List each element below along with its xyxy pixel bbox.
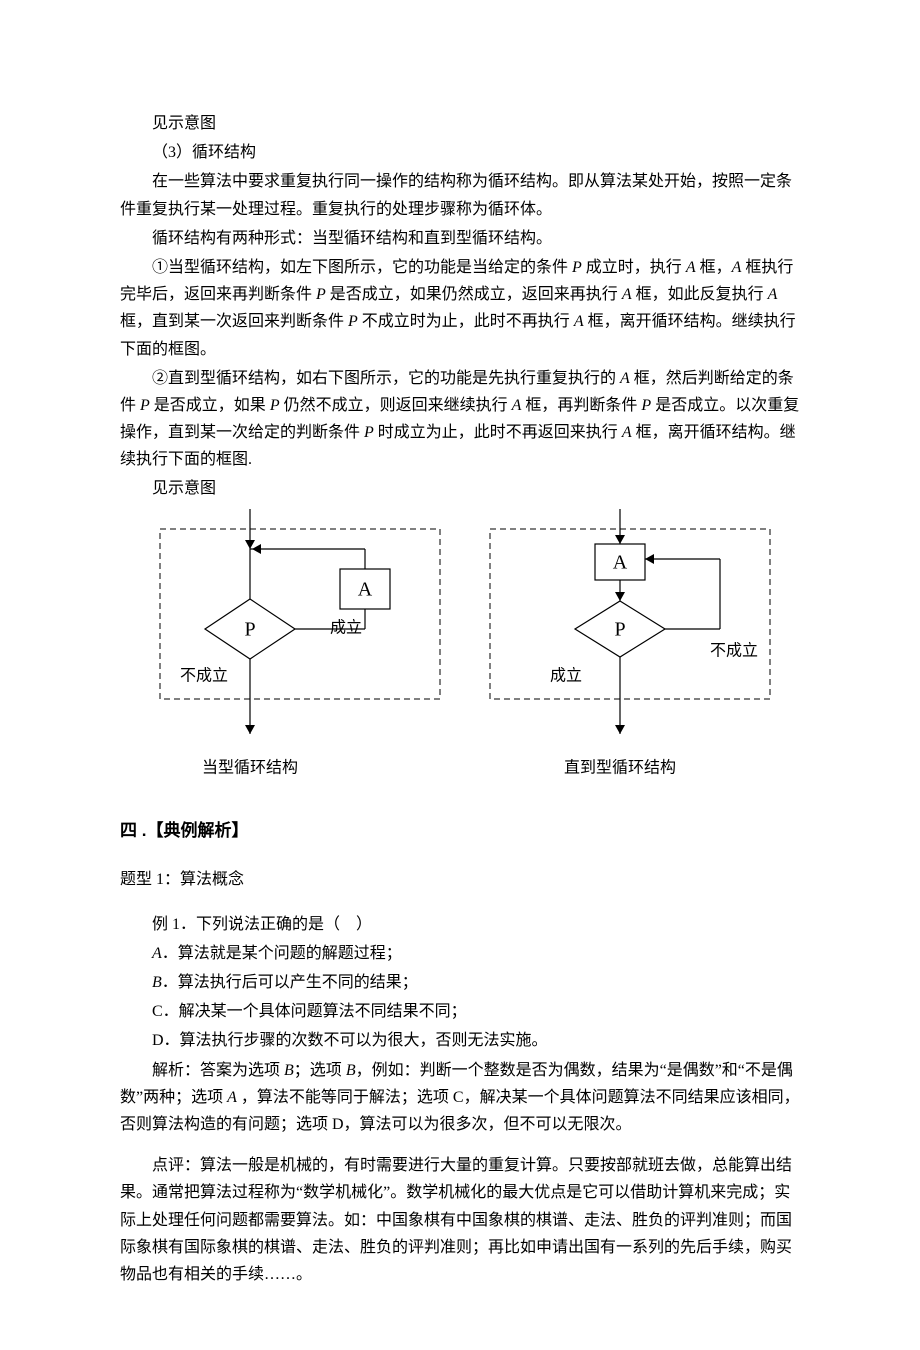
svg-text:A: A bbox=[613, 551, 628, 573]
body-text: 是否成立，如果 bbox=[150, 397, 270, 414]
option-c: C．解决某一个具体问题算法不同结果不同； bbox=[120, 998, 800, 1025]
svg-text:成立: 成立 bbox=[550, 666, 582, 684]
body-text: 在一些算法中要求重复执行同一操作的结构称为循环结构。即从算法某处开始，按照一定条… bbox=[120, 173, 792, 217]
body-text: D．算法执行步骤的次数不可以为很大，否则无法实施。 bbox=[152, 1032, 548, 1049]
body-text: 仍然不成立，则返回来继续执行 bbox=[280, 397, 512, 414]
section-heading: 四 .【典例解析】 bbox=[120, 817, 800, 846]
body-text: 时成立为止，此时不再返回来执行 bbox=[374, 424, 622, 441]
body-text: C．解决某一个具体问题算法不同结果不同； bbox=[152, 1003, 467, 1020]
body-text: 框，直到某一次返回来判断条件 bbox=[120, 313, 348, 330]
body-text: 见示意图 bbox=[152, 115, 216, 132]
paragraph: ①当型循环结构，如左下图所示，它的功能是当给定的条件 P 成立时，执行 A 框，… bbox=[120, 254, 800, 363]
var-p: P bbox=[316, 286, 326, 303]
var-b: B bbox=[346, 1062, 356, 1079]
svg-text:直到型循环结构: 直到型循环结构 bbox=[564, 758, 676, 776]
var-p: P bbox=[572, 259, 582, 276]
paragraph: 见示意图 bbox=[120, 475, 800, 502]
var-a: A bbox=[768, 286, 778, 303]
topic-heading: 题型 1：算法概念 bbox=[120, 866, 800, 893]
option-a: A．算法就是某个问题的解题过程； bbox=[120, 940, 800, 967]
var-a: A bbox=[622, 424, 632, 441]
var-p: P bbox=[140, 397, 150, 414]
var-b: B bbox=[284, 1062, 294, 1079]
var-a: A bbox=[227, 1089, 237, 1106]
svg-text:成立: 成立 bbox=[330, 618, 362, 636]
paragraph: （3）循环结构 bbox=[120, 139, 800, 166]
topic-text: 题型 1：算法概念 bbox=[120, 871, 244, 888]
body-text: （3）循环结构 bbox=[152, 144, 256, 161]
var-p: P bbox=[270, 397, 280, 414]
var-a: A bbox=[622, 286, 632, 303]
svg-text:不成立: 不成立 bbox=[180, 666, 228, 684]
paragraph: ②直到型循环结构，如右下图所示，它的功能是先执行重复执行的 A 框，然后判断给定… bbox=[120, 365, 800, 474]
body-text: 见示意图 bbox=[152, 480, 216, 497]
body-text: ；选项 bbox=[294, 1062, 346, 1079]
loop-diagram: AP成立不成立当型循环结构AP不成立成立直到型循环结构 bbox=[120, 509, 800, 789]
body-text: ．算法就是某个问题的解题过程； bbox=[162, 945, 402, 962]
body-text: ①当型循环结构，如左下图所示，它的功能是当给定的条件 bbox=[152, 259, 572, 276]
svg-text:不成立: 不成立 bbox=[710, 641, 758, 659]
var-a: A bbox=[620, 370, 630, 387]
paragraph: 循环结构有两种形式：当型循环结构和直到型循环结构。 bbox=[120, 225, 800, 252]
body-text: ．算法执行后可以产生不同的结果； bbox=[162, 974, 418, 991]
var-a: A bbox=[732, 259, 742, 276]
review: 点评：算法一般是机械的，有时需要进行大量的重复计算。只要按部就班去做，总能算出结… bbox=[120, 1152, 800, 1288]
var-a: A bbox=[686, 259, 696, 276]
body-text: 例 1．下列说法正确的是（ ） bbox=[152, 916, 372, 933]
var-p: P bbox=[348, 313, 358, 330]
option-b: B．算法执行后可以产生不同的结果； bbox=[120, 969, 800, 996]
body-text: 循环结构有两种形式：当型循环结构和直到型循环结构。 bbox=[152, 230, 552, 247]
svg-text:A: A bbox=[358, 578, 373, 600]
heading-text: 四 .【典例解析】 bbox=[120, 821, 248, 840]
svg-text:P: P bbox=[244, 618, 255, 640]
body-text: 框， bbox=[696, 259, 732, 276]
svg-text:当型循环结构: 当型循环结构 bbox=[202, 758, 298, 776]
option-d: D．算法执行步骤的次数不可以为很大，否则无法实施。 bbox=[120, 1027, 800, 1054]
body-text: 解析：答案为选项 bbox=[152, 1062, 284, 1079]
analysis: 解析：答案为选项 B；选项 B，例如：判断一个整数是否为偶数，结果为“是偶数”和… bbox=[120, 1057, 800, 1139]
example-question: 例 1．下列说法正确的是（ ） bbox=[120, 911, 800, 938]
var-p: P bbox=[364, 424, 374, 441]
body-text: 框，如此反复执行 bbox=[632, 286, 768, 303]
svg-text:P: P bbox=[614, 618, 625, 640]
option-label: A bbox=[152, 945, 162, 962]
body-text: 是否成立，如果仍然成立，返回来再执行 bbox=[326, 286, 622, 303]
paragraph: 在一些算法中要求重复执行同一操作的结构称为循环结构。即从算法某处开始，按照一定条… bbox=[120, 168, 800, 222]
var-p: P bbox=[641, 397, 651, 414]
body-text: 不成立时为止，此时不再执行 bbox=[358, 313, 574, 330]
option-label: B bbox=[152, 974, 162, 991]
var-a: A bbox=[512, 397, 522, 414]
body-text: 点评：算法一般是机械的，有时需要进行大量的重复计算。只要按部就班去做，总能算出结… bbox=[120, 1157, 792, 1283]
body-text: 框，再判断条件 bbox=[521, 397, 641, 414]
paragraph: 见示意图 bbox=[120, 110, 800, 137]
var-a: A bbox=[574, 313, 584, 330]
body-text: ②直到型循环结构，如右下图所示，它的功能是先执行重复执行的 bbox=[152, 370, 620, 387]
body-text: 成立时，执行 bbox=[582, 259, 686, 276]
